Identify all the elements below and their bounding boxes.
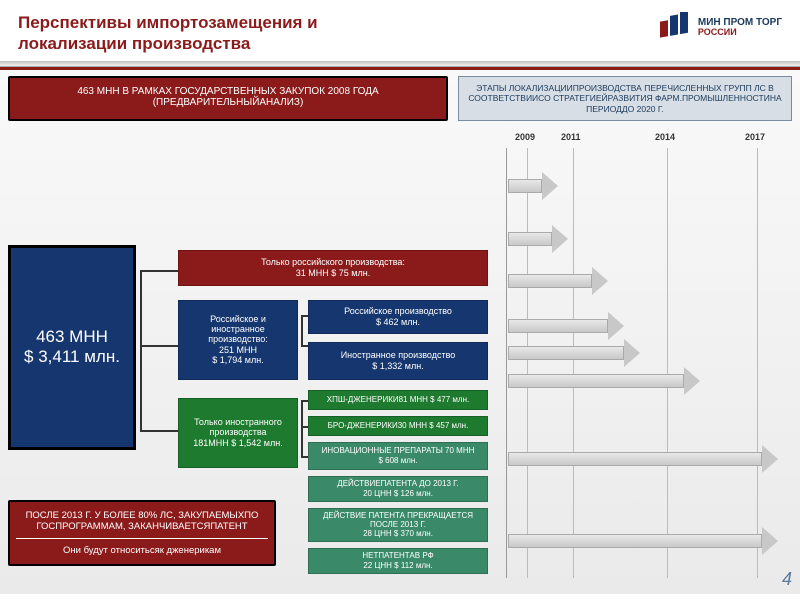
year-label: 2009 <box>515 132 535 142</box>
block-ru-prod: Российское производство$ 462 млн. <box>308 300 488 334</box>
year-label: 2017 <box>745 132 765 142</box>
block-patent-2013: ДЕЙСТВИЕПАТЕНТА ДО 2013 Г.20 ЦНН $ 126 м… <box>308 476 488 502</box>
block-patent-after: ДЕЙСТВИЕ ПАТЕНТА ПРЕКРАЩАЕТСЯ ПОСЛЕ 2013… <box>308 508 488 542</box>
arrow <box>508 448 778 470</box>
main-banner: 463 МНН В РАМКАХ ГОСУДАРСТВЕННЫХ ЗАКУПОК… <box>8 76 448 122</box>
total-box: 463 МНН$ 3,411 млн. <box>8 245 136 450</box>
block-ru-foreign: Российское и иностранное производство:25… <box>178 300 298 380</box>
arrow <box>508 315 624 337</box>
arrow <box>508 270 608 292</box>
block-no-patent: НЕТПАТЕНТАВ РФ22 ЦНН $ 112 млн. <box>308 548 488 574</box>
bottom-note: ПОСЛЕ 2013 Г. У БОЛЕЕ 80% ЛС, ЗАКУПАЕМЫХ… <box>8 500 276 566</box>
block-hps: ХПШ-ДЖЕНЕРИКИ81 МНН $ 477 млн. <box>308 390 488 410</box>
logo: МИН ПРОМ ТОРГРОССИИ <box>658 12 782 42</box>
year-label: 2014 <box>655 132 675 142</box>
page-title: Перспективы импортозамещения илокализаци… <box>18 12 318 55</box>
block-bro: БРО-ДЖЕНЕРИКИ30 МНН $ 457 млн. <box>308 416 488 436</box>
block-russian-only: Только российского производства:31 МНН $… <box>178 250 488 286</box>
logo-icon <box>658 12 692 42</box>
arrow <box>508 370 700 392</box>
arrow <box>508 175 558 197</box>
arrow <box>508 530 778 552</box>
block-innovative: ИНОВАЦИОННЫЕ ПРЕПАРАТЫ 70 МНН$ 608 млн. <box>308 442 488 470</box>
arrow <box>508 342 640 364</box>
stages-box: ЭТАПЫ ЛОКАЛИЗАЦИИПРОИЗВОДСТВА ПЕРЕЧИСЛЕН… <box>458 76 792 122</box>
page-number: 4 <box>782 569 792 590</box>
arrow <box>508 228 568 250</box>
block-foreign-only: Только иностранного производства181МНН $… <box>178 398 298 468</box>
year-label: 2011 <box>561 132 581 142</box>
block-foreign-prod: Иностранное производство$ 1,332 млн. <box>308 342 488 380</box>
